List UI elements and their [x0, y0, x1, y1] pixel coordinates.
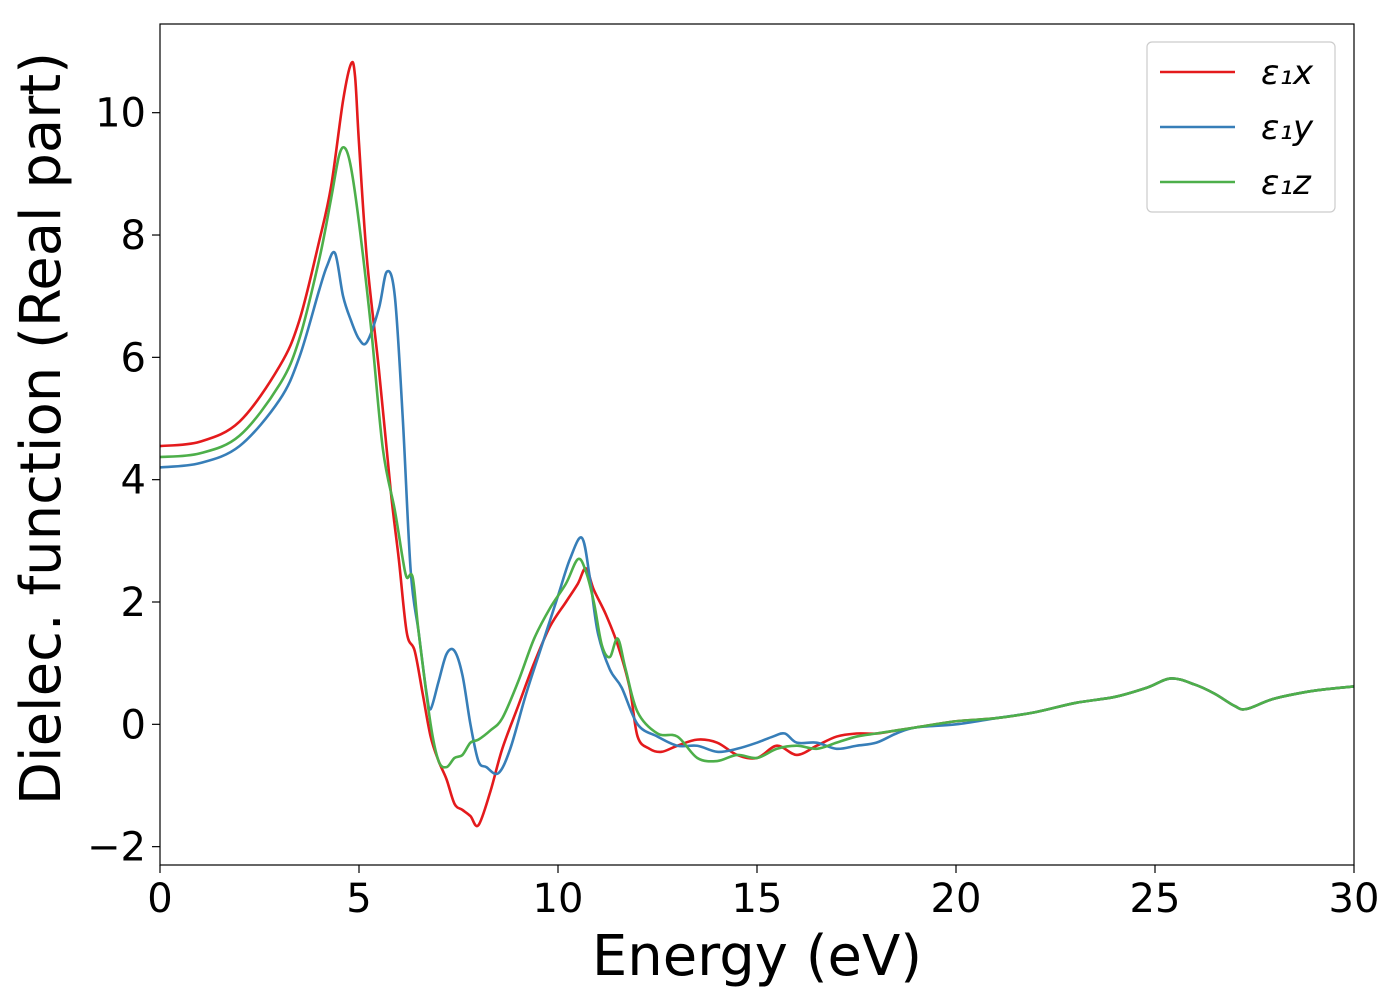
y-tick-label: 4	[121, 458, 146, 504]
x-tick-label: 0	[147, 876, 172, 922]
y-tick-label: 2	[121, 580, 146, 626]
y-tick-label: 0	[121, 702, 146, 748]
y-tick-label: 8	[121, 213, 146, 259]
legend-label-1: ε₁x	[1261, 53, 1314, 93]
y-tick-label: 6	[121, 335, 146, 381]
y-axis: −2 0 2 4 6 8 10	[87, 91, 160, 871]
series-line-2	[160, 250, 1354, 776]
y-tick-label: 10	[95, 91, 146, 137]
legend-label-2: ε₁y	[1261, 108, 1314, 148]
legend: ε₁x ε₁y ε₁z	[1146, 41, 1336, 213]
y-axis-title: Dielec. function (Real part)	[9, 52, 74, 805]
series-line-3	[160, 145, 1354, 769]
x-tick-label: 5	[346, 876, 371, 922]
legend-label-3: ε₁z	[1261, 163, 1312, 203]
x-tick-label: 20	[931, 876, 982, 922]
series-layer	[160, 60, 1354, 828]
x-tick-label: 10	[533, 876, 584, 922]
x-tick-label: 15	[732, 876, 783, 922]
legend-box	[1146, 41, 1336, 213]
y-tick-label: −2	[87, 825, 146, 871]
x-axis-title: Energy (eV)	[592, 924, 922, 989]
x-tick-label: 30	[1329, 876, 1380, 922]
x-tick-label: 25	[1130, 876, 1181, 922]
x-axis: 0 5 10 15 20 25 30	[147, 865, 1379, 922]
